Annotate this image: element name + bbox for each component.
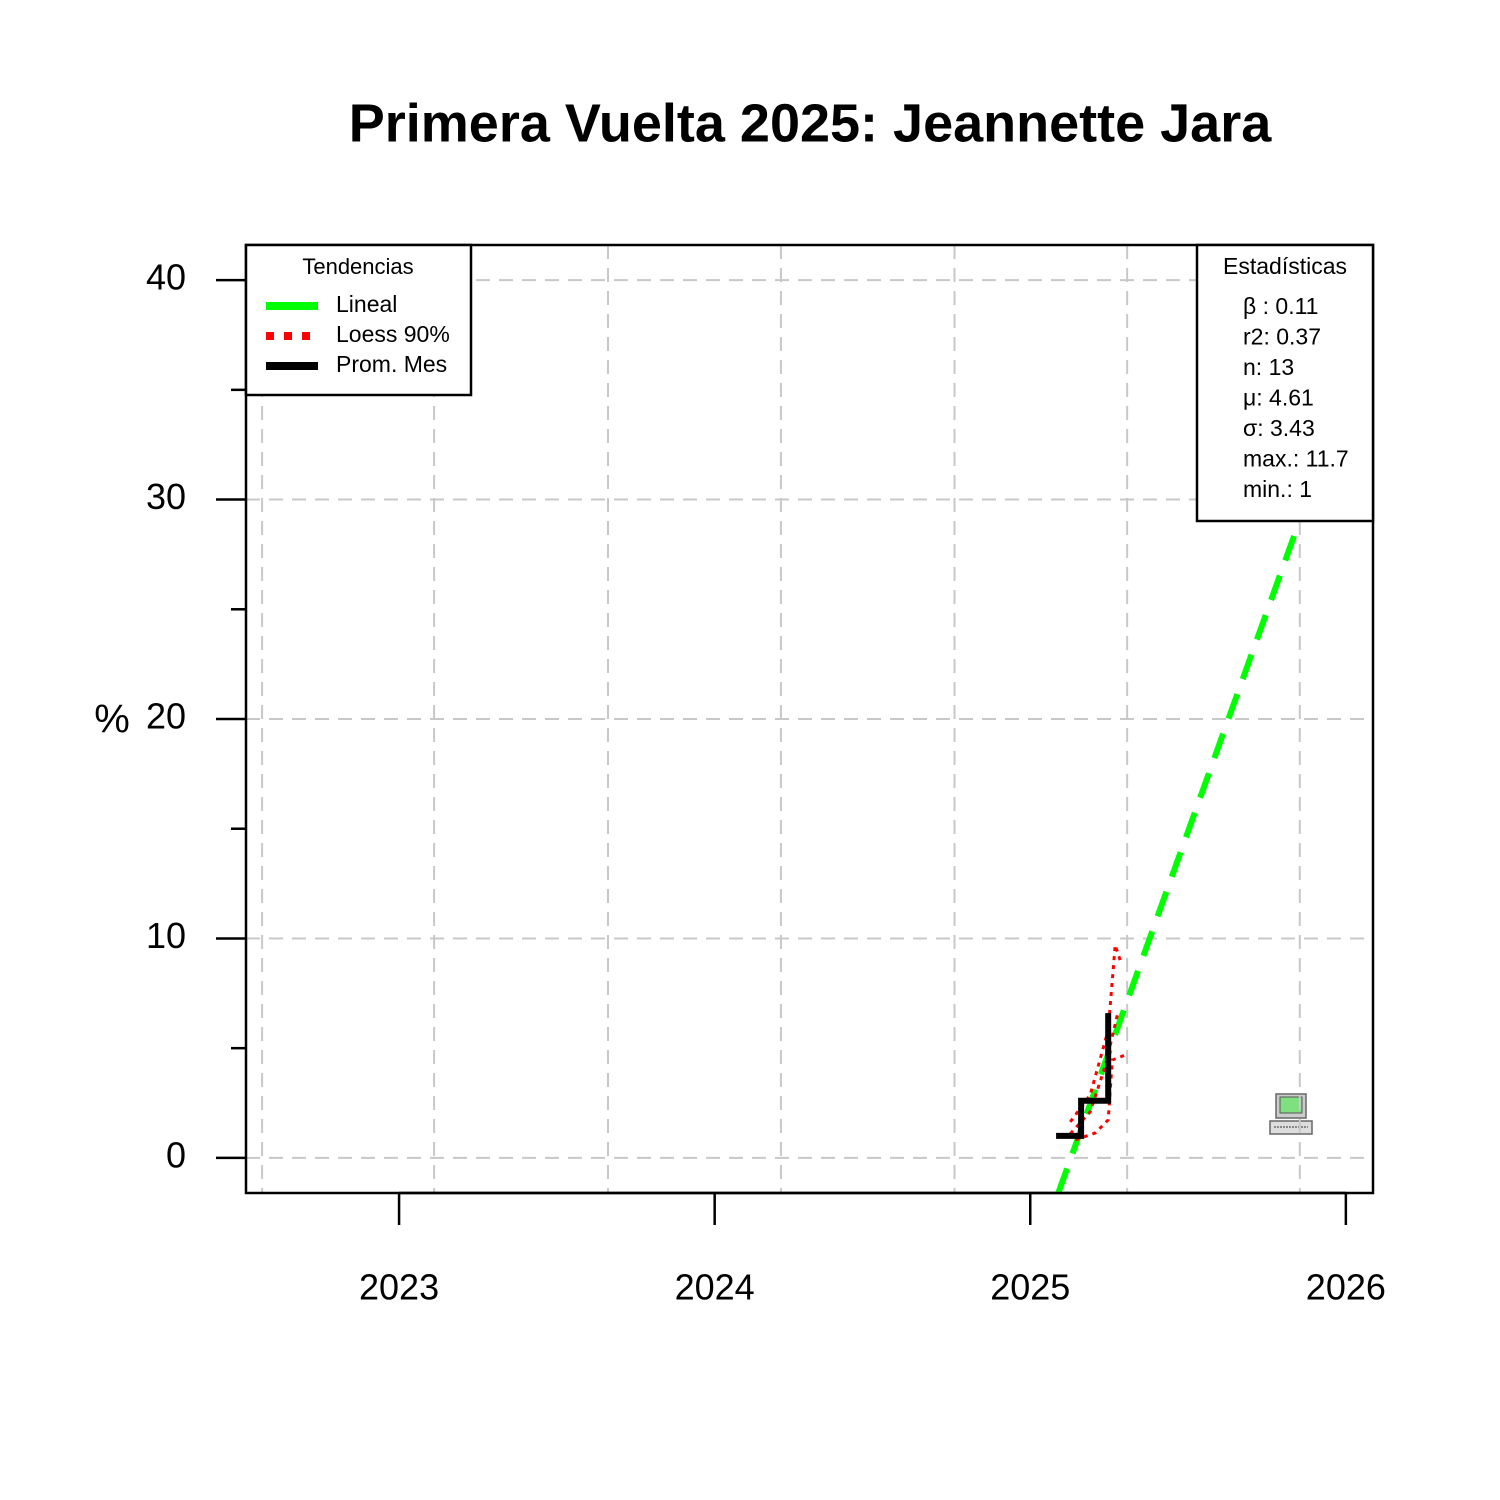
stats-entry: min.: 1 <box>1243 476 1312 502</box>
stats-entry: σ: 3.43 <box>1243 415 1315 441</box>
series-line <box>1074 1053 1126 1142</box>
x-tick-label: 2025 <box>990 1267 1070 1308</box>
y-tick-label: 0 <box>166 1134 186 1175</box>
x-tick-label: 2023 <box>359 1267 439 1308</box>
stats-entry: n: 13 <box>1243 354 1294 380</box>
stats-entry: max.: 11.7 <box>1243 446 1349 472</box>
y-tick-label: 20 <box>146 696 186 737</box>
y-tick-label: 40 <box>146 257 186 298</box>
chart-title: Primera Vuelta 2025: Jeannette Jara <box>349 93 1272 153</box>
stats-title: Estadísticas <box>1223 253 1347 279</box>
legend-label: Lineal <box>336 291 397 317</box>
stats-entry: μ: 4.61 <box>1243 385 1314 411</box>
y-axis-label: % <box>94 698 130 742</box>
x-tick-label: 2024 <box>675 1267 755 1308</box>
series-line <box>1055 518 1303 1193</box>
y-tick-label: 30 <box>146 476 186 517</box>
stats-entry: β : 0.11 <box>1243 293 1318 319</box>
legend-label: Prom. Mes <box>336 351 447 377</box>
x-tick-label: 2026 <box>1306 1267 1386 1308</box>
plot-frame <box>244 243 1375 1195</box>
stats-box <box>1195 243 1375 523</box>
computer-icon <box>1269 1093 1313 1135</box>
legend-label: Loess 90% <box>336 321 450 347</box>
legend-title: Tendencias <box>302 254 413 279</box>
y-tick-label: 10 <box>146 915 186 956</box>
series-line <box>1056 1013 1112 1139</box>
stats-entry: r2: 0.37 <box>1243 324 1321 350</box>
